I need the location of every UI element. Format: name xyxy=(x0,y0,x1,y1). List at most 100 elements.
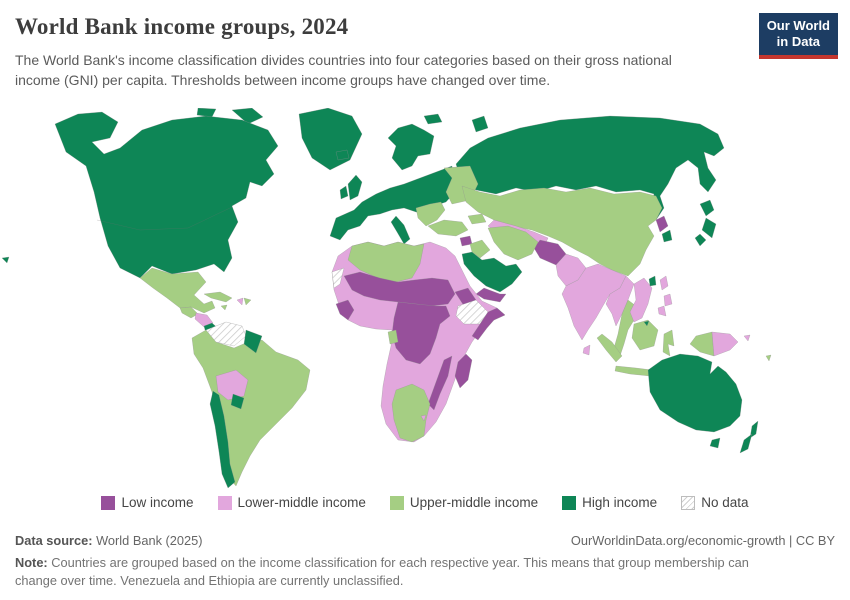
region-western-sahara[interactable] xyxy=(331,267,345,289)
region-maghreb-libya[interactable] xyxy=(347,241,425,283)
region-japan[interactable] xyxy=(701,217,717,239)
region-yemen[interactable] xyxy=(475,287,507,303)
region-guatemala[interactable] xyxy=(179,306,199,319)
region-indonesia-java[interactable] xyxy=(614,365,653,377)
region-philippines[interactable] xyxy=(657,305,667,317)
region-thailand-malaysia[interactable] xyxy=(613,299,637,357)
region-cuba[interactable] xyxy=(203,291,233,303)
region-taiwan[interactable] xyxy=(648,275,657,287)
region-gabon[interactable] xyxy=(387,329,399,345)
region-caucasus[interactable] xyxy=(467,213,487,225)
region-indonesia-papua[interactable] xyxy=(689,331,715,357)
region-new-zealand[interactable] xyxy=(749,420,759,439)
region-hawaii[interactable] xyxy=(1,256,10,264)
region-mexico[interactable] xyxy=(139,267,216,314)
data-source-label: Data source: xyxy=(15,533,93,548)
owid-logo-line2: in Data xyxy=(776,34,821,50)
region-north-america[interactable] xyxy=(54,111,279,279)
owid-logo-line1: Our World xyxy=(766,18,830,33)
region-madagascar[interactable] xyxy=(454,353,473,389)
data-source: Data source: World Bank (2025) xyxy=(15,533,203,548)
region-bolivia[interactable] xyxy=(215,369,249,401)
region-north-korea[interactable] xyxy=(655,215,669,233)
region-indochina[interactable] xyxy=(629,277,653,323)
region-south-america[interactable] xyxy=(191,329,311,487)
region-europe[interactable] xyxy=(329,165,456,241)
region-india[interactable] xyxy=(561,263,627,341)
region-solomon-islands[interactable] xyxy=(743,334,751,342)
legend-swatch-no-data xyxy=(681,495,696,510)
region-japan[interactable] xyxy=(699,199,715,217)
region-philippines[interactable] xyxy=(663,293,673,307)
region-balkans[interactable] xyxy=(415,201,446,227)
region-philippines[interactable] xyxy=(659,275,669,291)
legend-label-low-income: Low income xyxy=(121,495,194,510)
region-papua-new-guinea[interactable] xyxy=(711,331,739,357)
region-russia[interactable] xyxy=(455,115,725,221)
legend-swatch-low-income xyxy=(101,495,116,510)
legend-swatch-lower-middle-income xyxy=(217,495,232,510)
legend-item-upper-middle-income[interactable]: Upper-middle income xyxy=(389,495,539,510)
legend-swatch-high-income xyxy=(562,495,577,510)
region-ireland[interactable] xyxy=(339,185,349,200)
region-iceland[interactable] xyxy=(335,149,350,161)
region-new-zealand[interactable] xyxy=(739,433,753,454)
data-source-value: World Bank (2025) xyxy=(92,533,203,548)
region-haiti[interactable] xyxy=(236,297,244,306)
map-legend: Low income Lower-middle income Upper-mid… xyxy=(0,495,850,510)
legend-item-lower-middle-income[interactable]: Lower-middle income xyxy=(217,495,366,510)
region-indonesia-borneo[interactable] xyxy=(631,319,659,351)
region-south-korea[interactable] xyxy=(661,229,673,243)
region-italy[interactable] xyxy=(390,215,411,245)
legend-item-high-income[interactable]: High income xyxy=(562,495,657,510)
chart-note-label: Note: xyxy=(15,555,48,570)
legend-label-lower-middle-income: Lower-middle income xyxy=(237,495,366,510)
region-japan[interactable] xyxy=(694,233,707,247)
region-indonesia-sumatra[interactable] xyxy=(596,333,623,363)
region-chile[interactable] xyxy=(209,390,236,489)
legend-label-upper-middle-income: Upper-middle income xyxy=(409,495,539,510)
region-central-east-asia[interactable] xyxy=(461,185,663,277)
legend-item-low-income[interactable]: Low income xyxy=(101,495,194,510)
legend-label-no-data: No data xyxy=(701,495,749,510)
legend-item-no-data[interactable]: No data xyxy=(681,495,749,510)
region-svalbard[interactable] xyxy=(423,113,443,125)
region-somalia[interactable] xyxy=(471,307,506,341)
region-iraq[interactable] xyxy=(469,239,491,259)
region-novaya-zemlya[interactable] xyxy=(471,115,489,133)
chart-footer: Data source: World Bank (2025) OurWorldi… xyxy=(15,533,835,590)
region-scandinavia[interactable] xyxy=(387,123,435,171)
chart-note-value: Countries are grouped based on the incom… xyxy=(15,555,749,588)
region-canadian-arctic[interactable] xyxy=(196,108,217,118)
region-canadian-arctic[interactable] xyxy=(231,108,264,125)
region-guianas[interactable] xyxy=(243,329,263,354)
region-uk[interactable] xyxy=(347,174,363,201)
region-iran[interactable] xyxy=(487,225,539,261)
region-tasmania[interactable] xyxy=(709,437,721,449)
region-sahel[interactable] xyxy=(343,271,456,307)
page-title: World Bank income groups, 2024 xyxy=(15,14,349,39)
region-sri-lanka[interactable] xyxy=(582,344,591,356)
legend-label-high-income: High income xyxy=(582,495,658,510)
region-fiji[interactable] xyxy=(765,354,772,362)
region-mozambique[interactable] xyxy=(427,355,453,411)
region-eswatini[interactable] xyxy=(420,414,427,422)
region-greenland[interactable] xyxy=(298,108,363,171)
region-southern-africa[interactable] xyxy=(391,383,431,443)
owid-logo[interactable]: Our World in Data xyxy=(758,13,838,59)
region-jamaica[interactable] xyxy=(220,304,228,311)
region-dominican-republic[interactable] xyxy=(243,297,252,306)
region-uruguay[interactable] xyxy=(230,393,245,410)
region-australia[interactable] xyxy=(647,353,743,433)
owid-link[interactable]: OurWorldinData.org/economic-growth | CC … xyxy=(570,533,835,548)
world-map[interactable] xyxy=(0,108,850,490)
chart-subtitle: The World Bank's income classification d… xyxy=(15,52,672,89)
region-guinea[interactable] xyxy=(335,299,355,321)
region-turkey[interactable] xyxy=(427,219,469,237)
region-indonesia-sulawesi[interactable] xyxy=(662,329,675,357)
region-brunei[interactable] xyxy=(643,320,650,327)
us-canada-border xyxy=(96,206,233,231)
legend-swatch-upper-middle-income xyxy=(389,495,404,510)
chart-note: Note: Countries are grouped based on the… xyxy=(15,554,781,590)
region-arabian-peninsula[interactable] xyxy=(461,251,523,293)
